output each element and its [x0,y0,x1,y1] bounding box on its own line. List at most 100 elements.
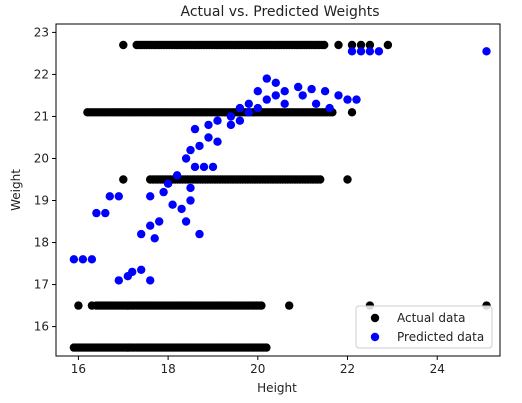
actual-data-point [365,40,375,50]
y-tick-label: 22 [34,67,49,81]
y-tick-label: 19 [34,194,49,208]
legend-marker-actual [370,313,380,323]
x-tick-label: 18 [160,362,175,376]
y-tick-label: 17 [34,278,49,292]
predicted-data-point [159,187,168,197]
plot-frame [55,23,501,357]
predicted-data-point [244,99,253,109]
predicted-data-point [271,78,280,88]
predicted-data-point [92,208,101,218]
legend-label-actual: Actual data [397,311,465,325]
predicted-data-point [195,229,204,239]
legend-label-predicted: Predicted data [397,330,484,344]
series-predicted [69,47,491,285]
actual-data-point [257,301,266,310]
predicted-data-point [356,47,366,56]
predicted-data-point [280,87,289,96]
x-tick-label: 16 [71,362,86,376]
predicted-data-point [253,103,262,113]
predicted-data-point [168,200,177,209]
x-tick-label: 22 [340,362,355,376]
actual-data-point [262,343,271,352]
predicted-data-point [235,116,245,125]
predicted-data-point [190,124,200,134]
predicted-data-point [146,221,155,230]
predicted-data-point [298,91,307,100]
actual-data-point [343,175,352,184]
x-tick-label: 24 [430,362,445,376]
predicted-data-point [325,103,334,113]
actual-data-point [347,40,357,50]
predicted-data-point [482,47,491,56]
plot-area-points [69,40,491,352]
y-tick-label: 16 [34,320,49,334]
predicted-data-point [204,133,213,142]
predicted-data-point [374,47,384,56]
y-tick-label: 18 [34,236,49,250]
predicted-data-point [199,162,209,172]
predicted-data-point [208,162,218,172]
predicted-data-point [186,183,195,193]
actual-data-point [87,301,97,310]
predicted-data-point [311,99,321,109]
legend-box [355,305,493,349]
x-axis-label: Height [257,381,297,395]
predicted-data-point [128,267,137,277]
actual-data-point [356,40,366,50]
predicted-data-point [235,103,245,113]
predicted-data-point [163,179,173,188]
predicted-data-point [69,255,79,264]
predicted-data-point [186,196,195,205]
predicted-data-point [307,84,316,94]
predicted-data-point [137,265,146,274]
chart-title: Actual vs. Predicted Weights [180,4,379,20]
predicted-data-point [195,141,204,151]
predicted-data-point [294,82,303,92]
predicted-data-point [343,95,352,104]
predicted-data-point [146,276,155,285]
predicted-data-point [244,108,253,117]
legend-marker-predicted [370,332,380,342]
actual-data-point [74,301,83,310]
legend: Actual data Predicted data [355,305,493,349]
predicted-data-point [213,137,222,146]
predicted-data-point [204,120,213,130]
predicted-data-point [262,74,271,83]
predicted-data-point [271,91,280,100]
predicted-data-point [365,47,375,56]
actual-data-point [334,40,343,50]
y-axis-label: Weight [9,169,23,211]
predicted-data-point [347,47,357,56]
y-axis: 16 17 18 19 20 21 22 23 [34,25,56,334]
actual-data-point [320,40,329,50]
series-actual [69,40,491,352]
predicted-data-point [114,276,124,285]
predicted-data-point [226,120,236,130]
actual-data-point [119,175,128,184]
predicted-data-point [253,87,262,96]
predicted-data-point [226,112,236,121]
x-tick-label: 20 [250,362,265,376]
predicted-data-point [177,204,186,214]
predicted-data-point [280,99,289,109]
predicted-data-point [78,255,88,264]
predicted-data-point [334,91,343,100]
predicted-data-point [172,171,182,180]
predicted-data-point [213,116,222,125]
x-axis: 16 18 20 22 24 [71,356,445,376]
predicted-data-point [105,192,115,201]
predicted-data-point [190,162,200,172]
predicted-data-point [146,192,155,201]
y-tick-label: 21 [34,109,49,123]
predicted-data-point [320,87,330,96]
predicted-data-point [186,145,195,155]
y-tick-label: 20 [34,151,49,165]
actual-data-point [347,108,357,117]
actual-data-point [383,40,393,50]
predicted-data-point [352,95,361,104]
actual-data-point [316,175,325,184]
predicted-data-point [114,192,124,201]
predicted-data-point [150,234,159,243]
predicted-data-point [101,208,110,218]
